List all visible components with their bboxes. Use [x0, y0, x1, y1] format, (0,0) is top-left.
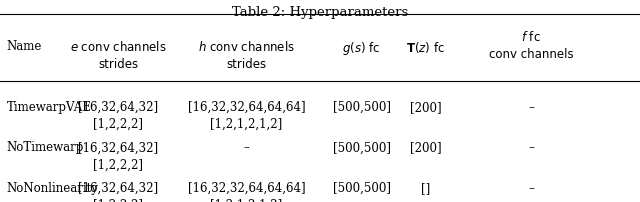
Text: –: – — [528, 141, 534, 154]
Text: [16,32,64,32]
[1,2,2,2]: [16,32,64,32] [1,2,2,2] — [78, 101, 159, 131]
Text: Table 2: Hyperparameters: Table 2: Hyperparameters — [232, 6, 408, 19]
Text: TimewarpVAE: TimewarpVAE — [6, 101, 92, 114]
Text: [16,32,32,64,64,64]
[1,2,1,2,1,2]: [16,32,32,64,64,64] [1,2,1,2,1,2] — [188, 182, 305, 202]
Text: NoTimewarp: NoTimewarp — [6, 141, 84, 154]
Text: –: – — [528, 182, 534, 195]
Text: Name: Name — [6, 40, 42, 53]
Text: $g(s)$ fc: $g(s)$ fc — [342, 40, 381, 57]
Text: $e$ conv channels
strides: $e$ conv channels strides — [70, 40, 167, 71]
Text: –: – — [528, 101, 534, 114]
Text: [500,500]: [500,500] — [333, 101, 390, 114]
Text: –: – — [243, 141, 250, 154]
Text: [16,32,32,64,64,64]
[1,2,1,2,1,2]: [16,32,32,64,64,64] [1,2,1,2,1,2] — [188, 101, 305, 131]
Text: []: [] — [421, 182, 430, 195]
Text: [200]: [200] — [410, 101, 442, 114]
Text: [16,32,64,32]
[1,2,2,2]: [16,32,64,32] [1,2,2,2] — [78, 182, 159, 202]
Text: [200]: [200] — [410, 141, 442, 154]
Text: $\mathbf{T}(z)$ fc: $\mathbf{T}(z)$ fc — [406, 40, 445, 55]
Text: $h$ conv channels
strides: $h$ conv channels strides — [198, 40, 295, 71]
Text: [500,500]: [500,500] — [333, 182, 390, 195]
Text: [500,500]: [500,500] — [333, 141, 390, 154]
Text: NoNonlinearity: NoNonlinearity — [6, 182, 99, 195]
Text: $f$ fc
conv channels: $f$ fc conv channels — [489, 30, 573, 61]
Text: [16,32,64,32]
[1,2,2,2]: [16,32,64,32] [1,2,2,2] — [78, 141, 159, 171]
